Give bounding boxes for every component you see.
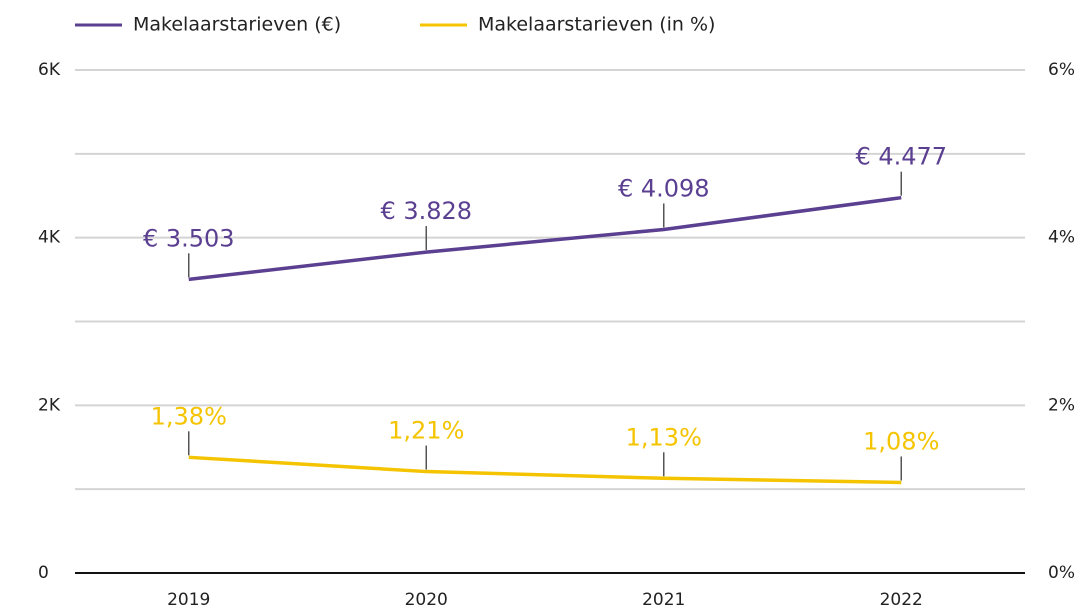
data-label: 1,13% [626, 423, 702, 451]
x-tick-label: 2022 [880, 590, 923, 608]
data-label: € 3.828 [380, 197, 472, 225]
y-tick-label: 2K [38, 395, 61, 415]
y2-tick-label: 2% [1048, 395, 1075, 415]
data-label: € 4.477 [855, 143, 947, 171]
x-tick-label: 2019 [167, 590, 210, 608]
data-label: € 3.503 [143, 224, 235, 252]
x-tick-label: 2021 [642, 590, 685, 608]
data-label: 1,21% [388, 417, 464, 445]
data-label: € 4.098 [618, 174, 710, 202]
y-tick-label: 4K [38, 228, 61, 248]
series-line [188, 195, 902, 282]
y-tick-label: 0 [38, 563, 49, 583]
legend-label: Makelaarstarieven (€) [133, 14, 341, 36]
x-tick-label: 2020 [405, 590, 448, 608]
data-label: 1,08% [863, 427, 939, 455]
series-line [188, 455, 902, 485]
y-tick-label: 6K [38, 60, 61, 80]
y2-tick-label: 0% [1048, 563, 1075, 583]
legend-label: Makelaarstarieven (in %) [478, 14, 715, 36]
y2-tick-label: 6% [1048, 60, 1075, 80]
data-label: 1,38% [151, 402, 227, 430]
y2-tick-label: 4% [1048, 228, 1075, 248]
